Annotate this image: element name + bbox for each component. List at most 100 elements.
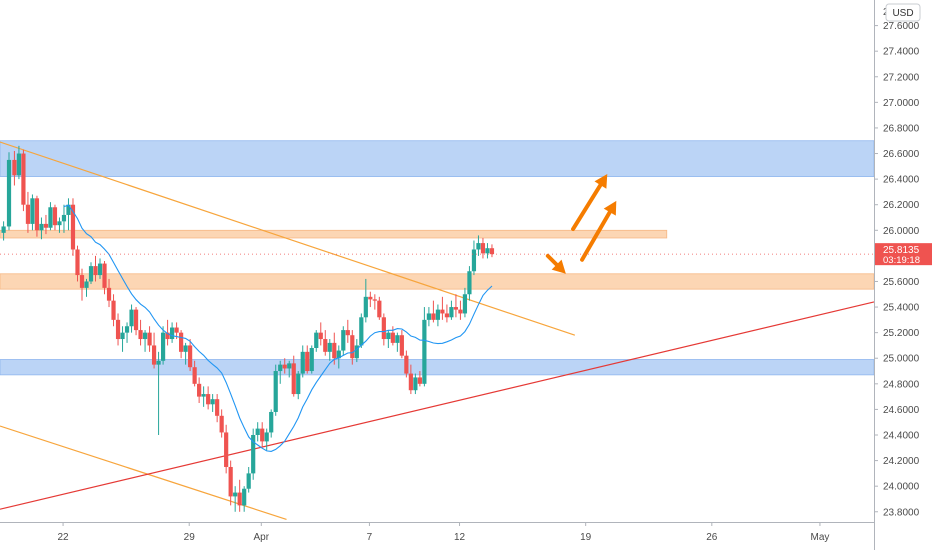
candle <box>201 394 206 397</box>
candle <box>341 330 346 351</box>
candle <box>129 309 134 327</box>
candle <box>224 432 229 467</box>
arrow-shaft[interactable] <box>580 210 612 262</box>
candle <box>219 415 224 433</box>
candle <box>70 204 76 250</box>
candle <box>174 327 179 333</box>
candle <box>404 355 409 374</box>
arrow-head-icon[interactable] <box>551 259 566 274</box>
currency-badge[interactable] <box>885 3 921 22</box>
candle <box>291 363 296 395</box>
candle <box>93 266 98 276</box>
candle <box>111 300 116 320</box>
candle <box>215 399 220 416</box>
price-tick-label: 26.0000 <box>883 226 920 237</box>
candle <box>251 435 256 474</box>
candle <box>79 275 85 288</box>
arrow-shaft[interactable] <box>571 183 603 232</box>
candle <box>133 309 139 331</box>
candle <box>1 226 6 233</box>
candle <box>84 281 89 288</box>
candle <box>246 473 251 489</box>
arrow-head-icon[interactable] <box>594 174 608 189</box>
candle <box>359 317 364 346</box>
zone-orange-2[interactable] <box>0 273 875 290</box>
candle <box>30 198 35 224</box>
candle <box>255 428 260 435</box>
price-tick-label: 24.6000 <box>883 405 920 416</box>
price-tick-label: 24.2000 <box>883 456 920 467</box>
price-tick-label: 26.4000 <box>883 175 920 186</box>
candle <box>489 248 495 255</box>
candle <box>440 309 445 314</box>
zone-blue-3[interactable] <box>0 359 875 376</box>
candle <box>408 373 413 391</box>
candle <box>210 399 215 405</box>
trendline-red-2[interactable] <box>0 301 875 510</box>
price-tick-label: 26.8000 <box>883 123 920 134</box>
arrow-shaft[interactable] <box>545 253 559 267</box>
candle <box>480 243 486 254</box>
candle <box>237 492 242 506</box>
candle <box>323 339 328 352</box>
price-tick-label: 27.0000 <box>883 98 920 109</box>
candle <box>363 296 368 318</box>
candle <box>462 294 468 314</box>
moving-average-layer <box>63 204 493 452</box>
candle <box>66 204 71 215</box>
candle <box>16 153 22 176</box>
candle <box>476 243 481 250</box>
candle <box>444 313 450 318</box>
candle <box>354 345 359 359</box>
time-tick-label: 7 <box>367 532 373 543</box>
price-tick-label: 25.0000 <box>883 354 920 365</box>
candle <box>75 249 80 276</box>
candle <box>336 350 341 359</box>
time-tick-label: 12 <box>454 532 466 543</box>
zone-blue-0[interactable] <box>0 140 875 177</box>
candle <box>160 332 166 361</box>
price-tick-label: 24.0000 <box>883 482 920 493</box>
candle <box>25 204 31 224</box>
candle <box>309 348 314 372</box>
currency-label[interactable]: USD <box>892 8 913 19</box>
candle <box>156 360 161 365</box>
last-price-tag <box>875 243 932 266</box>
price-tick-label: 26.6000 <box>883 149 920 160</box>
candle <box>282 364 287 369</box>
trendline-orange-1[interactable] <box>0 425 287 521</box>
arrow-head-icon[interactable] <box>603 200 617 216</box>
zone-orange-1[interactable] <box>0 229 668 239</box>
candle <box>327 342 332 352</box>
candle <box>426 313 431 320</box>
candle <box>124 326 130 333</box>
candle <box>287 363 292 369</box>
moving-average-line <box>63 204 493 452</box>
candle <box>431 313 436 320</box>
candle <box>120 332 125 340</box>
candle <box>188 345 193 368</box>
candle <box>350 335 355 359</box>
candle <box>345 330 350 336</box>
candle <box>314 332 319 348</box>
candle <box>381 317 386 340</box>
zones-layer <box>0 140 875 376</box>
candle <box>115 319 121 340</box>
candle <box>273 371 278 412</box>
candle <box>467 271 472 295</box>
last-price-value: 25.8135 <box>883 245 920 256</box>
price-tick-label: 23.8000 <box>883 507 920 518</box>
candle <box>102 263 107 288</box>
candle <box>278 364 283 372</box>
time-tick-label: 19 <box>580 532 592 543</box>
candle <box>12 159 17 176</box>
candle <box>34 198 40 231</box>
candle <box>6 159 12 227</box>
price-tick-label: 27.2000 <box>883 72 920 83</box>
candle <box>183 345 188 352</box>
time-tick-label: Apr <box>254 532 270 543</box>
price-tick-label: 25.4000 <box>883 303 920 314</box>
candle <box>386 332 391 340</box>
